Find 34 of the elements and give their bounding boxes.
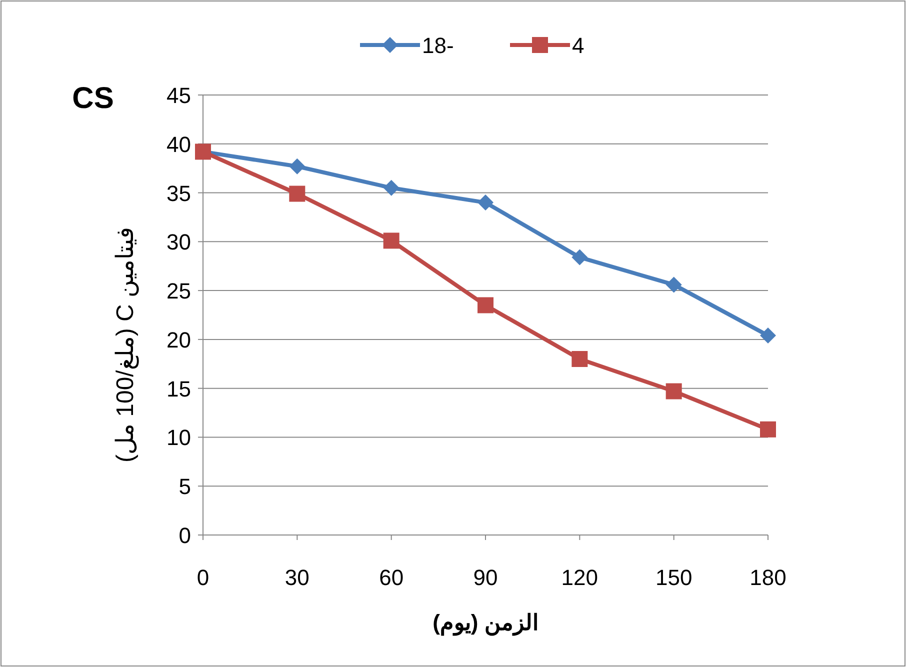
point (478, 194, 494, 211)
y-tick-label: 40 (166, 132, 191, 157)
y-tick-label: 30 (166, 230, 191, 255)
x-tick-label: 120 (561, 565, 598, 590)
y-tick-label: 5 (178, 474, 191, 500)
y-tick-label: 0 (178, 523, 191, 548)
y-axis-title: فيتامين C (ملغ/100 مل) (112, 227, 139, 463)
chart-title: CS (72, 82, 114, 115)
point (289, 158, 306, 174)
x-tick-label: 0 (196, 565, 210, 590)
point (572, 351, 588, 367)
y-tick-label: 25 (166, 278, 191, 304)
point (478, 297, 494, 314)
y-tick-label: 45 (166, 83, 191, 108)
legend-label: 4 (572, 33, 584, 58)
x-tick-label: 150 (655, 565, 692, 590)
y-tick-label: 10 (166, 425, 191, 450)
point (383, 232, 400, 249)
point (383, 180, 400, 196)
point (289, 186, 306, 202)
point (666, 383, 682, 400)
x-tick-label: 90 (473, 565, 498, 590)
x-tick-label: 180 (750, 565, 786, 590)
x-tick-label: 60 (379, 565, 404, 590)
y-tick-label: 20 (166, 327, 191, 352)
y-tick-label: 35 (166, 180, 191, 206)
point (666, 276, 682, 293)
x-tick-label: 30 (284, 565, 310, 590)
x-axis-title: الزمن (يوم) (432, 610, 538, 636)
point (760, 421, 776, 438)
y-tick-label: 15 (166, 376, 191, 402)
legend-label: 18- (422, 33, 454, 58)
point (572, 249, 588, 266)
point (760, 328, 776, 344)
